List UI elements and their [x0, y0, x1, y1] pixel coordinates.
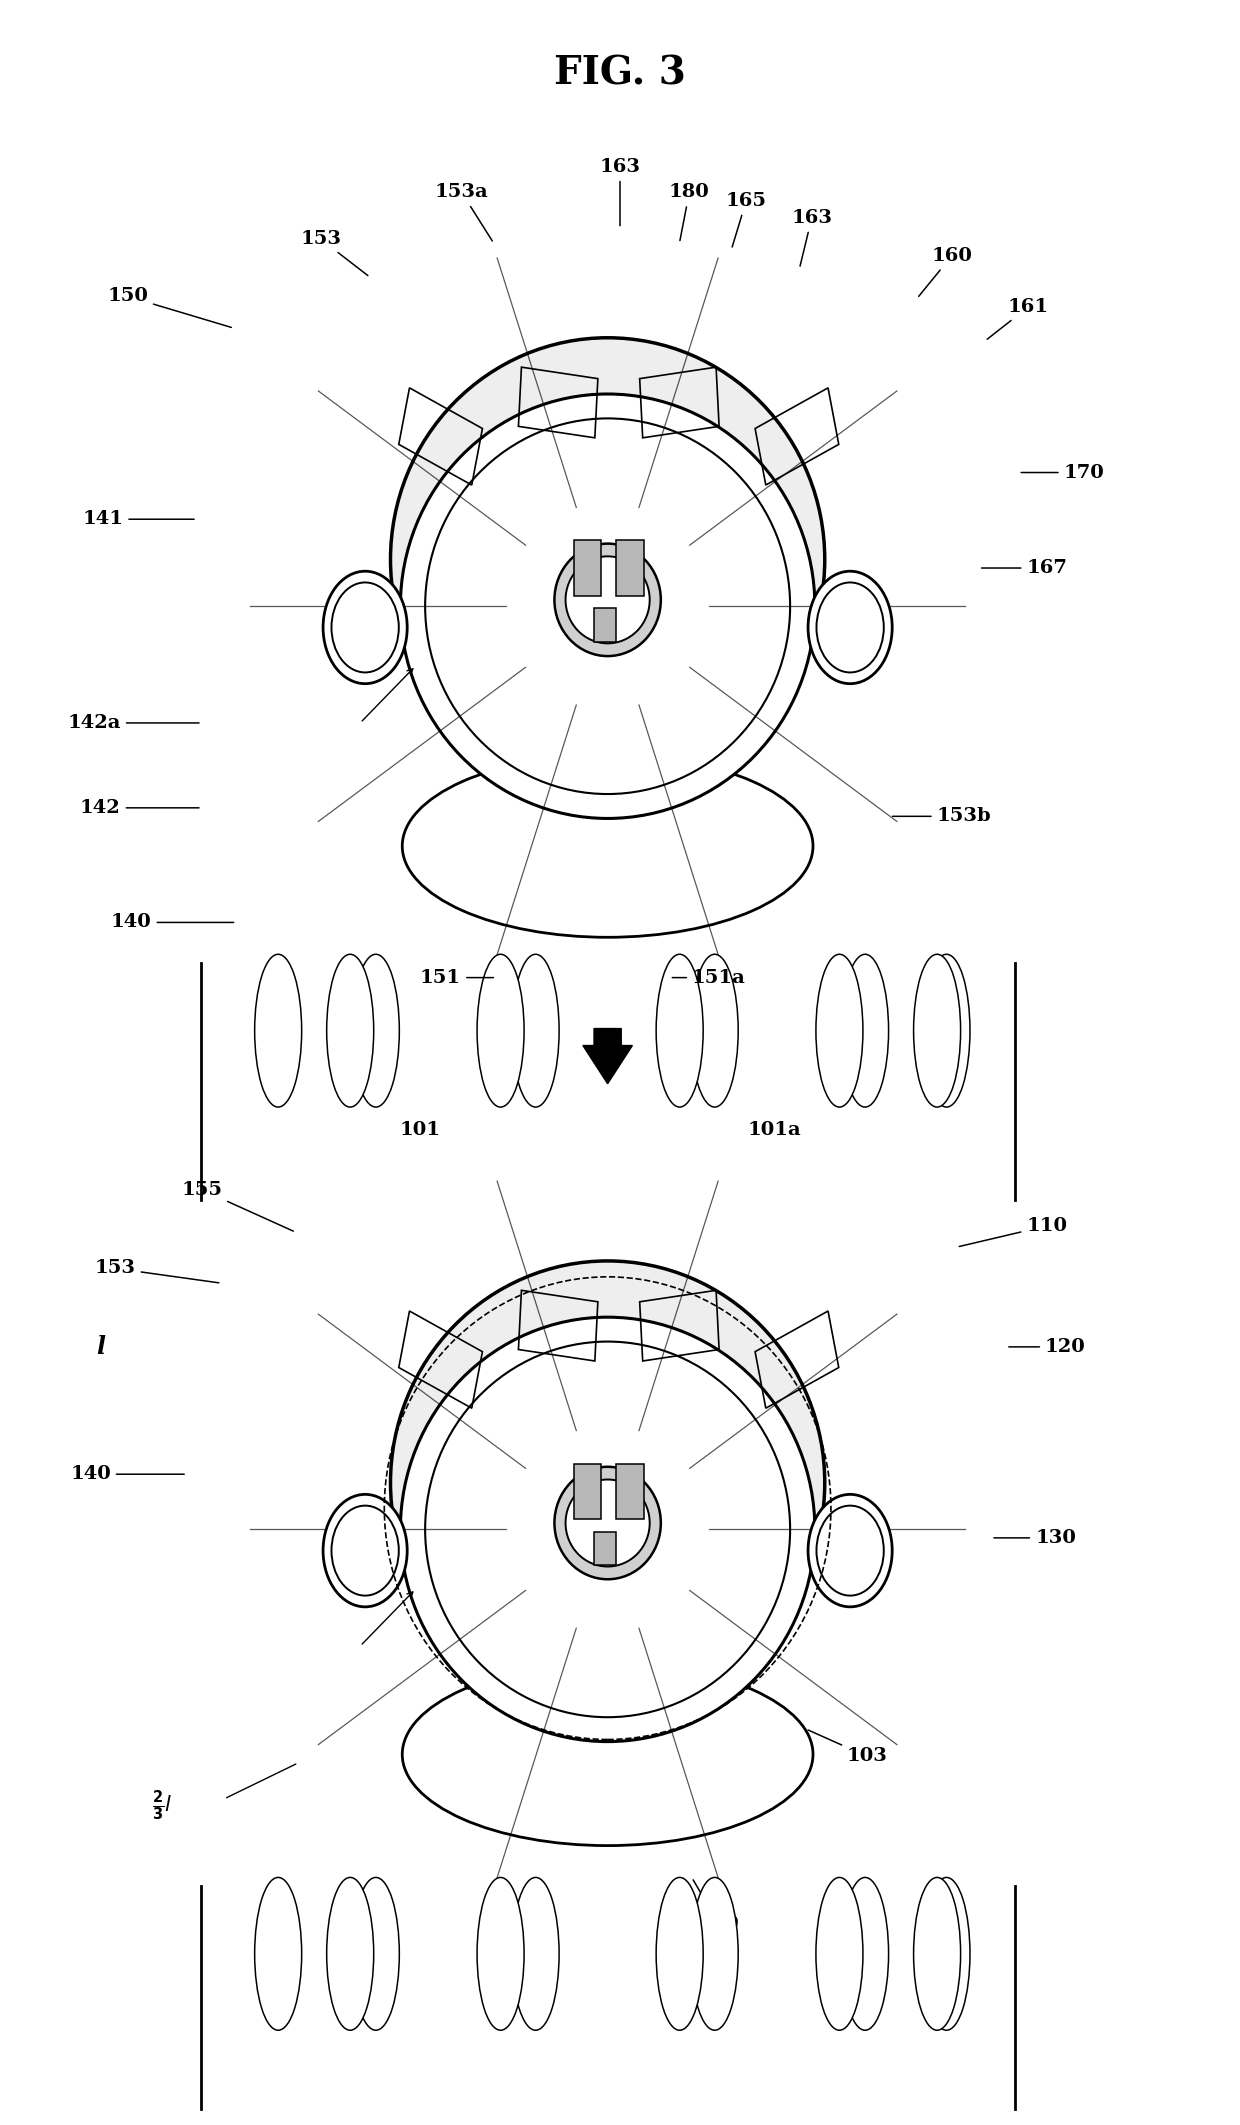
Text: 142: 142 — [81, 799, 200, 816]
FancyArrow shape — [583, 1028, 632, 1084]
Ellipse shape — [816, 1507, 884, 1596]
Ellipse shape — [401, 393, 815, 818]
Text: 151: 151 — [420, 969, 494, 986]
Ellipse shape — [554, 1466, 661, 1579]
Ellipse shape — [326, 954, 373, 1107]
Ellipse shape — [331, 1507, 399, 1596]
Text: 161: 161 — [987, 298, 1049, 340]
FancyBboxPatch shape — [594, 608, 616, 642]
Ellipse shape — [324, 572, 407, 684]
Ellipse shape — [554, 544, 661, 657]
Ellipse shape — [326, 1876, 373, 2029]
Ellipse shape — [477, 1876, 525, 2029]
Text: 130: 130 — [994, 1528, 1076, 1547]
Text: $\mathbf{\frac{2}{3}}$$\mathit{l}$: $\mathbf{\frac{2}{3}}$$\mathit{l}$ — [153, 1787, 172, 1823]
Ellipse shape — [914, 954, 961, 1107]
FancyBboxPatch shape — [616, 540, 644, 595]
Ellipse shape — [402, 754, 813, 937]
Ellipse shape — [923, 1876, 970, 2029]
Ellipse shape — [402, 1664, 813, 1847]
Text: l: l — [95, 1334, 105, 1358]
FancyBboxPatch shape — [594, 1532, 616, 1566]
Text: 180: 180 — [668, 183, 709, 240]
Text: 170: 170 — [1022, 463, 1105, 482]
Ellipse shape — [914, 1876, 961, 2029]
Ellipse shape — [691, 1876, 738, 2029]
Text: 163: 163 — [791, 208, 832, 266]
Text: 140: 140 — [71, 1466, 185, 1483]
Ellipse shape — [254, 1876, 301, 2029]
Ellipse shape — [691, 954, 738, 1107]
Ellipse shape — [816, 1876, 863, 2029]
Ellipse shape — [842, 954, 889, 1107]
FancyBboxPatch shape — [574, 1464, 601, 1519]
Text: 180: 180 — [693, 1881, 739, 1934]
Ellipse shape — [391, 1260, 825, 1704]
Text: 110: 110 — [960, 1218, 1068, 1247]
Text: 141: 141 — [82, 510, 195, 529]
Text: 153: 153 — [94, 1260, 219, 1284]
Text: 150: 150 — [107, 287, 232, 327]
Text: 103: 103 — [808, 1730, 888, 1766]
Text: 142a: 142a — [67, 714, 200, 731]
Text: 153b: 153b — [893, 808, 991, 824]
Ellipse shape — [352, 954, 399, 1107]
Text: 167: 167 — [982, 559, 1068, 578]
Ellipse shape — [565, 1479, 650, 1566]
Ellipse shape — [656, 954, 703, 1107]
Ellipse shape — [352, 1876, 399, 2029]
FancyBboxPatch shape — [574, 540, 601, 595]
Text: 120: 120 — [1009, 1339, 1086, 1356]
Ellipse shape — [808, 572, 893, 684]
Text: 155a: 155a — [480, 1902, 533, 1955]
Ellipse shape — [565, 557, 650, 644]
Text: 140: 140 — [110, 914, 233, 931]
Text: 151a: 151a — [672, 969, 746, 986]
Text: 101: 101 — [399, 1122, 440, 1139]
Text: 153a: 153a — [435, 183, 492, 240]
Ellipse shape — [477, 954, 525, 1107]
Ellipse shape — [331, 582, 399, 672]
Text: 155: 155 — [181, 1182, 294, 1230]
Text: 101a: 101a — [748, 1122, 801, 1139]
Text: 165: 165 — [725, 191, 766, 247]
Ellipse shape — [842, 1876, 889, 2029]
Ellipse shape — [512, 954, 559, 1107]
Ellipse shape — [808, 1494, 893, 1606]
Ellipse shape — [324, 1494, 407, 1606]
Text: 163: 163 — [599, 157, 641, 225]
FancyBboxPatch shape — [616, 1464, 644, 1519]
Ellipse shape — [391, 338, 825, 782]
Ellipse shape — [254, 954, 301, 1107]
Ellipse shape — [816, 954, 863, 1107]
Ellipse shape — [512, 1876, 559, 2029]
Ellipse shape — [816, 582, 884, 672]
Text: 160: 160 — [919, 246, 972, 295]
Ellipse shape — [923, 954, 970, 1107]
Text: 153: 153 — [300, 230, 368, 276]
Ellipse shape — [401, 1318, 815, 1742]
Ellipse shape — [656, 1876, 703, 2029]
Text: FIG. 3: FIG. 3 — [554, 55, 686, 94]
